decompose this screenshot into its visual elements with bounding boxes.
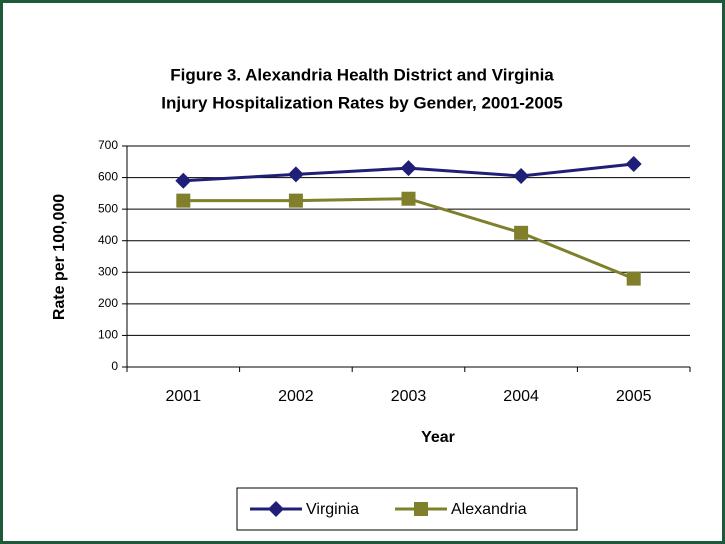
data-point [400, 160, 417, 177]
data-point [288, 193, 303, 208]
y-tick-label: 0 [111, 359, 118, 373]
y-tick-label: 200 [98, 296, 118, 310]
chart-title: Injury Hospitalization Rates by Gender, … [161, 93, 563, 112]
y-tick-label: 600 [98, 170, 118, 184]
x-tick-label: 2002 [278, 388, 314, 405]
legend-label: Virginia [306, 501, 359, 518]
legend-label: Alexandria [451, 501, 527, 518]
legend-marker [414, 502, 428, 516]
x-axis-label: Year [421, 429, 455, 446]
data-point [514, 225, 529, 240]
data-point [175, 172, 192, 189]
data-point [513, 167, 530, 184]
data-point [176, 193, 191, 208]
data-point [401, 191, 416, 206]
y-tick-label: 300 [98, 264, 118, 278]
x-tick-label: 2001 [166, 388, 202, 405]
x-tick-label: 2005 [616, 388, 652, 405]
y-tick-label: 700 [98, 138, 118, 152]
data-point [625, 155, 642, 172]
legend-marker [268, 501, 284, 517]
y-tick-label: 500 [98, 201, 118, 215]
data-point [626, 271, 641, 286]
y-axis-label: Rate per 100,000 [51, 194, 68, 320]
data-point [287, 166, 304, 183]
chart-title: Figure 3. Alexandria Health District and… [170, 65, 554, 84]
y-tick-label: 400 [98, 233, 118, 247]
x-tick-label: 2004 [503, 388, 539, 405]
x-tick-label: 2003 [391, 388, 427, 405]
y-tick-label: 100 [98, 328, 118, 342]
